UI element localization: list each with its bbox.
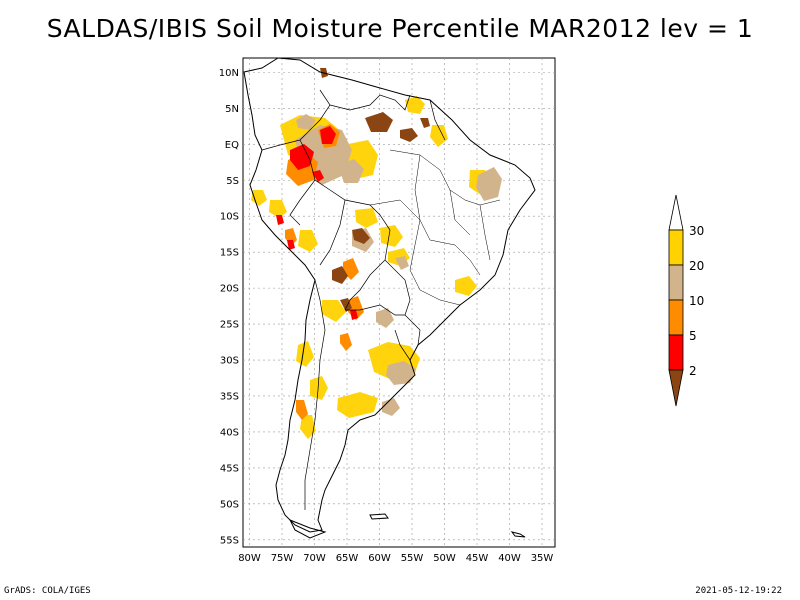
legend-label-2: 2: [689, 364, 697, 378]
longitude-tick-labels: 80W 75W 70W 65W 60W 55W 50W 45W 40W 35W: [238, 553, 553, 564]
lat-tick-label: 30S: [220, 356, 239, 367]
map-title: SALDAS/IBIS Soil Moisture Percentile MAR…: [46, 14, 754, 43]
legend-label-10: 10: [689, 294, 704, 308]
lat-tick-label: 5S: [226, 176, 239, 187]
lat-tick-label: 25S: [220, 320, 239, 331]
lat-tick-label: 50S: [220, 499, 239, 510]
lon-tick-label: 40W: [498, 553, 521, 564]
latitude-tick-labels: 10N 5N EQ 5S 10S 15S 20S 25S 30S 35S 40S 45S 50S 55S: [219, 68, 239, 546]
lon-tick-label: 50W: [433, 553, 456, 564]
state-borders: [369, 149, 501, 306]
legend-bottom-arrow: [668, 369, 684, 407]
lon-tick-label: 35W: [531, 553, 554, 564]
lon-tick-label: 75W: [271, 553, 294, 564]
footer-credit: GrADS: COLA/IGES: [4, 586, 91, 596]
lat-tick-label: 55S: [220, 535, 239, 546]
country-borders: [261, 89, 446, 510]
lat-tick-label: 45S: [220, 463, 239, 474]
footer-timestamp: 2021-05-12-19:22: [695, 586, 782, 596]
legend-label-30: 30: [689, 224, 704, 238]
lon-tick-label: 65W: [336, 553, 359, 564]
lon-tick-label: 60W: [368, 553, 391, 564]
lat-tick-label: 5N: [225, 104, 239, 115]
lon-tick-label: 80W: [238, 553, 261, 564]
legend-label-5: 5: [689, 329, 697, 343]
lat-tick-label: EQ: [225, 140, 239, 151]
lon-tick-label: 55W: [401, 553, 424, 564]
lat-tick-label: 10N: [219, 68, 239, 79]
lat-tick-label: 10S: [220, 212, 239, 223]
legend-band-2-5: [668, 334, 684, 371]
legend-band-5-10: [668, 299, 684, 336]
lat-tick-label: 20S: [220, 284, 239, 295]
lat-tick-label: 35S: [220, 391, 239, 402]
lat-tick-label: 15S: [220, 248, 239, 259]
legend-label-20: 20: [689, 259, 704, 273]
coastline: [243, 57, 536, 539]
legend-band-10-20: [668, 264, 684, 301]
lon-tick-label: 70W: [303, 553, 326, 564]
legend-band-20-30: [668, 229, 684, 266]
lat-tick-label: 40S: [220, 427, 239, 438]
color-bar-legend: 30 20 10 5 2: [668, 194, 704, 407]
legend-top-arrow: [668, 194, 684, 231]
lon-tick-label: 45W: [466, 553, 489, 564]
